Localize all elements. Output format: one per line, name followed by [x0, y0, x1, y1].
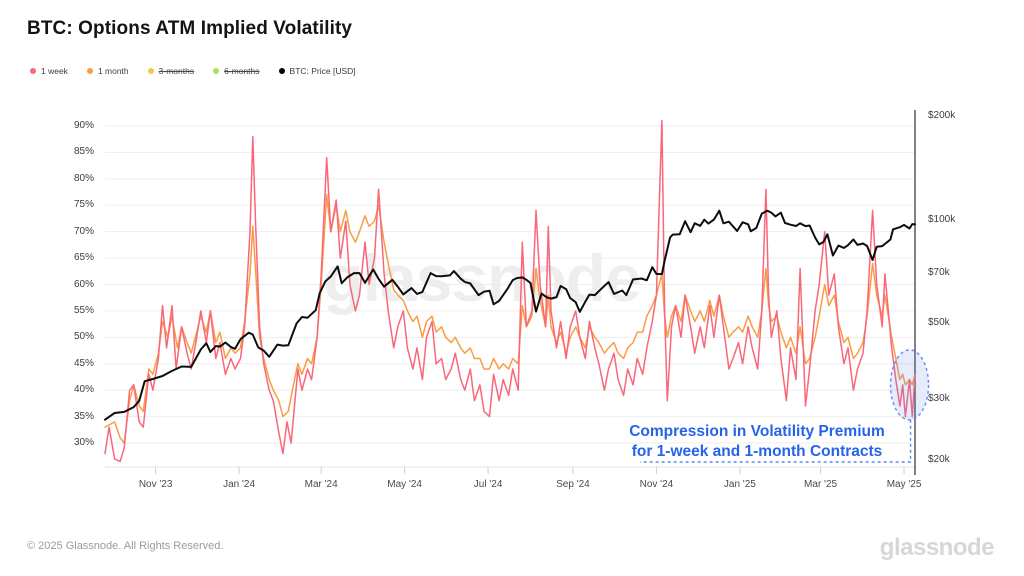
legend-item-btc-price-usd-[interactable]: BTC: Price [USD]	[278, 66, 356, 76]
y-left-tick-label: 35%	[73, 410, 94, 422]
legend-dot	[278, 68, 285, 74]
legend-item-3-months[interactable]: 3-months	[147, 66, 195, 76]
y-right-tick-label: $200k	[928, 110, 956, 121]
y-left-tick-label: 45%	[73, 357, 94, 369]
annotation-connector	[640, 419, 912, 463]
y-right-tick-label: $100k	[928, 213, 956, 225]
y-left-tick-label: 90%	[73, 120, 94, 131]
legend-item-6-months[interactable]: 6-months	[213, 66, 260, 76]
y-left-tick-label: 55%	[73, 304, 94, 316]
series-1-month	[104, 193, 916, 444]
y-left-tick-label: 30%	[73, 437, 94, 448]
copyright-text: © 2025 Glassnode. All Rights Reserved.	[27, 540, 224, 552]
x-tick-label: Nov '24	[639, 479, 674, 490]
annotation-line-2: for 1-week and 1-month Contracts	[631, 443, 883, 460]
y-left-tick-label: 65%	[73, 252, 94, 264]
legend-item-1-week[interactable]: 1 week	[30, 66, 68, 76]
y-left-tick-label: 40%	[73, 384, 94, 396]
compression-highlight-ellipse	[889, 349, 930, 421]
y-left-tick-label: 60%	[73, 278, 94, 290]
legend-label: BTC: Price [USD]	[289, 66, 356, 76]
series-btc-price-usd-	[104, 209, 916, 421]
legend-label: 6-months	[224, 66, 260, 76]
x-tick-label: Jan '25	[723, 479, 756, 490]
y-right-tick-label: $30k	[928, 393, 950, 405]
glassnode-watermark: glassnode	[323, 241, 641, 315]
legend-item-1-month[interactable]: 1 month	[86, 66, 129, 76]
legend-dot	[213, 68, 220, 74]
legend-dot	[30, 68, 36, 74]
x-tick-label: Jul '24	[473, 479, 503, 490]
x-tick-label: Mar '25	[804, 479, 838, 490]
y-left-tick-label: 85%	[73, 146, 94, 158]
y-left-tick-label: 75%	[73, 199, 94, 211]
chart-title: BTC: Options ATM Implied Volatility	[27, 18, 353, 39]
x-tick-label: Jan '24	[223, 479, 256, 490]
y-left-tick-label: 70%	[73, 225, 94, 237]
legend-label: 1 week	[41, 66, 68, 76]
legend: 1 week 1 month 3-months 6-months BTC: Price …	[30, 66, 356, 76]
y-right-tick-label: $50k	[928, 317, 950, 329]
series-1-week	[104, 119, 916, 463]
legend-dot	[86, 68, 93, 74]
legend-dot	[147, 68, 154, 74]
x-tick-label: Mar '24	[304, 479, 338, 490]
legend-label: 3-months	[158, 66, 195, 76]
x-tick-label: Sep '24	[556, 479, 590, 490]
glassnode-logo: glassnode	[879, 534, 995, 561]
x-tick-label: May '24	[387, 479, 422, 490]
x-tick-label: Nov '23	[138, 479, 173, 490]
y-right-tick-label: $70k	[928, 266, 950, 278]
annotation-callout: Compression in Volatility Premium for 1-…	[600, 422, 914, 462]
y-left-tick-label: 80%	[73, 172, 94, 184]
x-tick-label: May '25	[886, 479, 922, 490]
legend-label: 1 month	[97, 66, 129, 76]
annotation-line-1: Compression in Volatility Premium	[629, 423, 885, 440]
y-left-tick-label: 50%	[73, 331, 94, 343]
y-right-tick-label: $20k	[928, 454, 950, 465]
